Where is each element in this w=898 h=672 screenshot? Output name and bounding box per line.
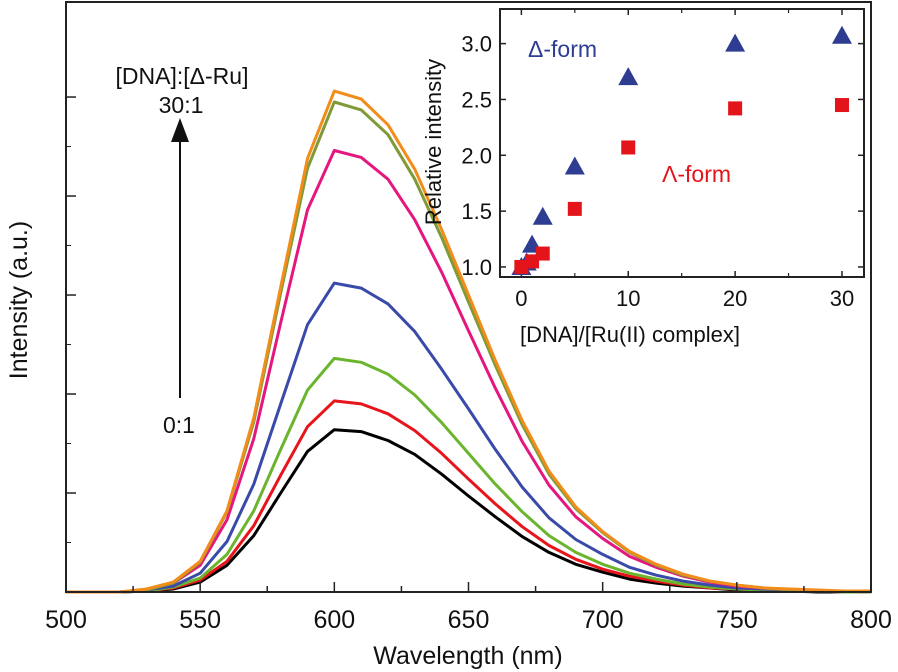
inset-y-tick-label: 3.0 [461,32,492,57]
x-tick-label: 500 [45,606,87,634]
lambda-form-point [728,101,743,116]
legend-delta-form: Δ-form [528,36,597,62]
spectrum-curve-2 [66,356,871,594]
inset-y-axis-title: Relative intensity [421,59,446,225]
inset-axis-ticks: 0 10 20 30 1.0 1.5 2.0 2.5 3.0 [461,9,864,311]
inset-x-tick-label: 20 [723,286,747,311]
x-tick-label: 800 [850,606,892,634]
inset-y-tick-label: 2.0 [461,143,492,168]
delta-form-point [532,206,553,225]
inset-x-axis-title: [DNA]/[Ru(II) complex] [520,322,740,347]
inset-x-tick-label: 30 [830,286,854,311]
delta-form-point [725,33,746,52]
y-axis-title: Intensity (a.u.) [5,221,33,379]
x-tick-label: 750 [716,606,758,634]
main-axis-ticks: 500 550 600 650 700 750 800 [45,96,892,634]
inset-y-tick-label: 2.5 [461,87,492,112]
x-tick-label: 600 [313,606,355,634]
lambda-form-point [567,201,582,216]
inset-x-tick-label: 0 [515,286,527,311]
inset-x-tick-label: 10 [616,286,640,311]
inset-markers [511,25,852,275]
x-axis-title: Wavelength (nm) [373,642,562,670]
x-tick-label: 650 [448,606,490,634]
lambda-form-point [525,254,540,269]
delta-form-point [618,67,639,86]
x-tick-label: 700 [582,606,624,634]
inset-y-tick-label: 1.0 [461,255,492,280]
annotation-ratio-title: [DNA]:[Δ-Ru] [116,63,249,89]
annotation-ratio-bottom: 0:1 [163,412,195,438]
inset-plot-frame [499,8,865,278]
annotation-ratio-top: 30:1 [159,92,204,118]
delta-form-point [831,25,852,44]
legend-lambda-form: Λ-form [662,161,731,187]
spectra-curves [66,89,872,594]
lambda-form-point [535,246,550,261]
lambda-form-point [514,259,529,274]
arrow-up-icon [171,118,189,142]
lambda-form-point [621,140,636,155]
lambda-form-point [834,98,849,113]
delta-form-point [564,156,585,175]
x-tick-label: 550 [179,606,221,634]
inset-y-tick-label: 1.5 [461,199,492,224]
